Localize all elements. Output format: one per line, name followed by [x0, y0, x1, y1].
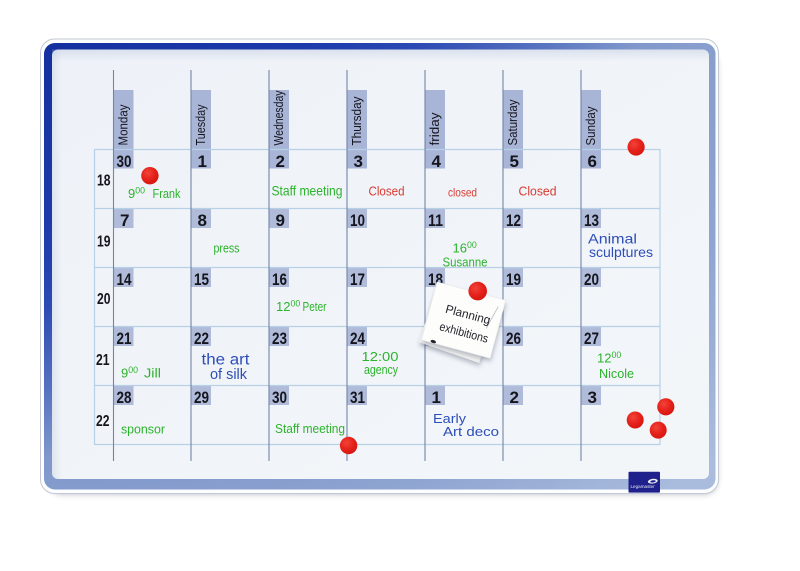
svg-text:2: 2: [276, 152, 285, 171]
svg-text:2: 2: [510, 388, 519, 407]
svg-text:8: 8: [198, 211, 207, 230]
svg-text:19: 19: [506, 270, 521, 289]
svg-text:Wednesday: Wednesday: [271, 90, 286, 145]
svg-text:Sunday: Sunday: [583, 106, 598, 145]
svg-text:23: 23: [272, 329, 287, 348]
svg-text:Monday: Monday: [116, 104, 131, 145]
svg-text:20: 20: [97, 291, 111, 308]
svg-text:29: 29: [194, 388, 209, 407]
svg-text:20: 20: [584, 270, 599, 289]
svg-text:11: 11: [428, 211, 443, 230]
svg-text:closed: closed: [448, 186, 477, 200]
svg-text:19: 19: [97, 234, 111, 251]
svg-text:the art: the art: [202, 352, 251, 369]
svg-text:31: 31: [350, 388, 365, 407]
svg-text:Peter: Peter: [303, 299, 328, 314]
svg-text:7: 7: [120, 211, 129, 230]
svg-text:Art deco: Art deco: [443, 424, 499, 439]
svg-text:6: 6: [588, 152, 597, 171]
svg-text:24: 24: [350, 329, 365, 348]
svg-text:of silk: of silk: [210, 366, 247, 383]
svg-text:Animal: Animal: [588, 231, 637, 247]
svg-text:4: 4: [432, 152, 442, 171]
svg-text:Nicole: Nicole: [599, 366, 634, 381]
svg-text:30: 30: [272, 388, 287, 407]
svg-text:18: 18: [97, 173, 111, 190]
svg-text:1: 1: [198, 152, 207, 171]
svg-text:press: press: [214, 242, 240, 256]
svg-text:28: 28: [117, 388, 132, 407]
svg-text:Tuesday: Tuesday: [193, 104, 208, 145]
svg-text:5: 5: [510, 152, 519, 171]
svg-text:agency: agency: [364, 363, 399, 377]
svg-text:15: 15: [194, 270, 209, 289]
svg-text:9: 9: [276, 211, 285, 230]
svg-text:21: 21: [96, 352, 110, 369]
svg-text:30: 30: [117, 152, 132, 171]
svg-text:16: 16: [272, 270, 287, 289]
svg-text:12: 12: [506, 211, 521, 230]
svg-text:Thursday: Thursday: [349, 96, 364, 145]
svg-text:Legamaster: Legamaster: [631, 484, 656, 489]
svg-text:Saturday: Saturday: [505, 99, 520, 145]
svg-text:3: 3: [354, 152, 363, 171]
svg-text:3: 3: [588, 388, 597, 407]
svg-text:22: 22: [96, 413, 110, 430]
svg-text:Frank: Frank: [153, 186, 181, 201]
svg-text:14: 14: [117, 270, 132, 289]
svg-text:1: 1: [432, 388, 441, 407]
svg-text:sculptures: sculptures: [589, 244, 653, 260]
svg-text:Staff meeting: Staff meeting: [275, 421, 345, 436]
svg-text:Staff meeting: Staff meeting: [272, 183, 343, 199]
svg-text:Closed: Closed: [369, 184, 405, 199]
svg-text:27: 27: [584, 329, 599, 348]
svg-text:22: 22: [194, 329, 209, 348]
svg-text:17: 17: [350, 270, 365, 289]
svg-text:12:00: 12:00: [362, 350, 399, 364]
svg-text:Susanne: Susanne: [443, 255, 488, 270]
svg-text:13: 13: [584, 211, 599, 230]
svg-text:friday: friday: [427, 112, 442, 146]
svg-text:sponsor: sponsor: [121, 423, 165, 437]
svg-text:10: 10: [350, 211, 365, 230]
svg-text:Jill: Jill: [144, 366, 161, 381]
svg-text:26: 26: [506, 329, 521, 348]
svg-text:Early: Early: [433, 411, 467, 426]
svg-text:21: 21: [117, 329, 132, 348]
svg-text:Closed: Closed: [519, 184, 557, 199]
